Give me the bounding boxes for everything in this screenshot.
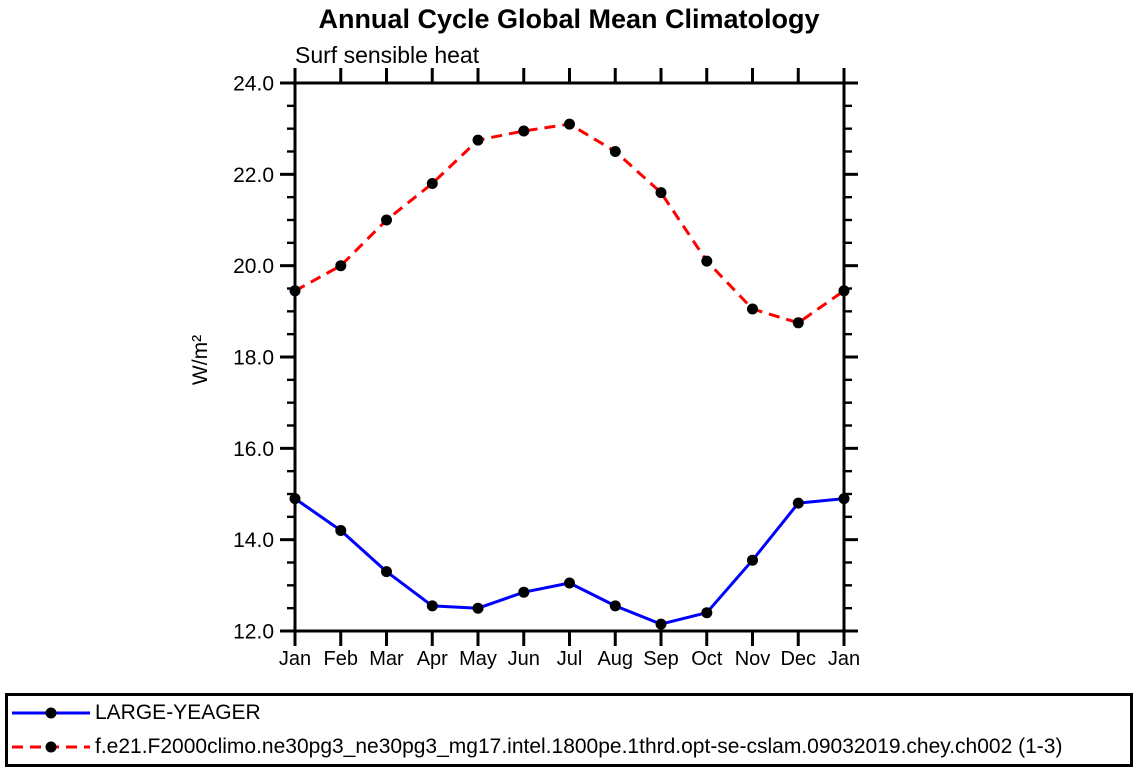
data-point-marker [381,566,392,578]
data-point-marker [518,125,530,137]
x-axis-tick-label: Mar [369,648,404,670]
data-point-marker [564,577,575,589]
legend-label: LARGE-YEAGER [95,701,261,724]
x-axis-tick-label: Jan [279,648,311,670]
data-point-marker [426,600,438,612]
x-axis-tick-label: May [459,648,497,670]
legend-marker-dot [45,741,57,753]
legend-line-sample-dashed [12,741,90,753]
y-axis-tick-label: 24.0 [233,73,274,96]
series-line-0 [294,497,845,626]
data-point-marker [609,600,621,612]
data-point-marker [289,285,301,297]
data-point-marker [792,497,804,509]
y-axis-tick-label: 20.0 [233,255,274,278]
plot-frame [293,81,846,633]
legend-item-model-run: f.e21.F2000climo.ne30pg3_ne30pg3_mg17.in… [8,730,1130,764]
chart-subtitle: Surf sensible heat [295,42,480,68]
x-axis-tick-label: Jun [508,648,540,670]
chart-title: Annual Cycle Global Mean Climatology [318,4,820,34]
data-point-marker [655,187,667,199]
data-point-marker [564,118,575,130]
y-axis-tick-label: 22.0 [233,164,274,187]
data-point-marker [655,618,667,630]
data-point-marker [289,493,301,505]
series-line-1 [294,122,845,325]
data-point-marker [381,214,392,226]
data-point-marker [609,146,621,157]
x-axis-tick-label: Sep [643,648,679,670]
legend-line-sample-solid [12,707,90,719]
data-point-marker [472,134,484,146]
data-point-marker [518,586,530,598]
y-axis-label: W/m² [189,335,212,385]
legend-marker-dot [45,707,57,719]
x-axis-tick-label: Dec [780,648,816,670]
y-axis-tick-label: 16.0 [233,438,274,461]
y-axis-tick-label: 12.0 [233,621,274,644]
data-point-marker [335,525,347,536]
legend: LARGE-YEAGER f.e21.F2000climo.ne30pg3_ne… [5,693,1133,767]
x-axis-tick-label: Feb [324,648,358,670]
data-point-marker [838,285,850,297]
x-axis-tick-label: Aug [597,648,633,670]
data-point-marker [792,317,804,329]
data-point-marker [838,493,850,505]
legend-label: f.e21.F2000climo.ne30pg3_ne30pg3_mg17.in… [95,735,1063,758]
legend-item-large-yeager: LARGE-YEAGER [8,696,1130,730]
data-point-marker [701,607,713,619]
x-axis-tick-label: Jul [557,648,583,670]
x-axis-tick-label: Nov [735,648,771,670]
data-point-marker [335,260,347,272]
y-axis-tick-label: 14.0 [233,529,274,552]
data-point-marker [701,255,713,267]
y-axis-tick-label: 18.0 [233,347,274,370]
x-axis-tick-label: Jan [828,648,860,670]
x-axis-tick-label: Apr [417,648,448,670]
data-point-marker [747,303,758,315]
x-axis-tick-label: Oct [691,648,723,670]
data-point-marker [426,178,438,189]
data-point-marker [747,554,758,566]
data-point-marker [472,602,484,614]
